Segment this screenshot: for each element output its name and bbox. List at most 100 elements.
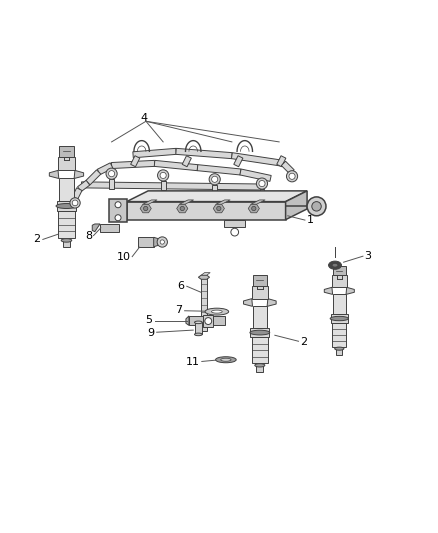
Polygon shape — [109, 179, 114, 189]
Polygon shape — [234, 156, 243, 167]
Polygon shape — [324, 287, 332, 294]
Text: 5: 5 — [145, 315, 152, 325]
Circle shape — [180, 206, 184, 211]
Polygon shape — [253, 275, 267, 286]
Polygon shape — [244, 298, 253, 306]
Polygon shape — [260, 189, 265, 199]
Circle shape — [157, 237, 167, 247]
Polygon shape — [267, 298, 276, 306]
Polygon shape — [197, 165, 241, 175]
Ellipse shape — [194, 321, 202, 324]
Polygon shape — [161, 181, 166, 190]
Polygon shape — [286, 191, 307, 220]
Polygon shape — [201, 277, 207, 331]
Polygon shape — [231, 152, 284, 166]
Polygon shape — [216, 200, 230, 204]
Circle shape — [212, 176, 218, 182]
Polygon shape — [59, 179, 74, 201]
Circle shape — [115, 215, 121, 221]
Text: 11: 11 — [186, 357, 200, 367]
Polygon shape — [86, 170, 101, 185]
Text: 7: 7 — [175, 305, 183, 316]
Ellipse shape — [250, 330, 270, 335]
Polygon shape — [212, 185, 217, 195]
Polygon shape — [180, 200, 194, 204]
Polygon shape — [213, 316, 226, 325]
Polygon shape — [131, 156, 140, 167]
Ellipse shape — [212, 310, 222, 313]
Polygon shape — [252, 286, 268, 298]
Polygon shape — [189, 316, 203, 325]
Ellipse shape — [194, 333, 202, 336]
Polygon shape — [277, 156, 286, 167]
Circle shape — [209, 174, 220, 185]
Polygon shape — [251, 328, 269, 337]
Polygon shape — [58, 211, 74, 238]
Polygon shape — [252, 337, 268, 363]
Polygon shape — [332, 276, 347, 287]
Ellipse shape — [332, 263, 338, 267]
Ellipse shape — [330, 317, 349, 321]
Text: 1: 1 — [307, 215, 314, 225]
Circle shape — [158, 170, 169, 181]
Polygon shape — [240, 169, 271, 181]
Polygon shape — [253, 306, 267, 328]
Polygon shape — [198, 275, 209, 279]
Ellipse shape — [328, 261, 342, 269]
Circle shape — [217, 206, 221, 211]
Polygon shape — [110, 199, 127, 222]
Polygon shape — [332, 294, 346, 314]
Text: 8: 8 — [85, 231, 92, 240]
Polygon shape — [186, 316, 189, 325]
Polygon shape — [92, 224, 100, 232]
Polygon shape — [257, 365, 263, 372]
Polygon shape — [59, 146, 74, 157]
Ellipse shape — [335, 347, 344, 350]
Polygon shape — [331, 314, 348, 323]
Polygon shape — [213, 204, 224, 213]
Polygon shape — [97, 163, 113, 175]
Polygon shape — [154, 237, 158, 247]
Polygon shape — [248, 204, 259, 213]
Text: 2: 2 — [34, 233, 41, 244]
Text: 4: 4 — [140, 114, 147, 123]
Circle shape — [231, 228, 239, 236]
Polygon shape — [332, 323, 346, 346]
Ellipse shape — [61, 239, 72, 242]
Polygon shape — [133, 148, 176, 158]
Polygon shape — [57, 201, 76, 211]
Circle shape — [205, 318, 212, 325]
Polygon shape — [336, 349, 343, 354]
Circle shape — [109, 171, 115, 177]
Text: 6: 6 — [178, 281, 185, 291]
Polygon shape — [81, 182, 262, 190]
Circle shape — [160, 172, 166, 179]
Ellipse shape — [215, 357, 236, 363]
Circle shape — [307, 197, 326, 216]
Text: 9: 9 — [148, 328, 155, 338]
Polygon shape — [281, 161, 294, 174]
Circle shape — [252, 206, 256, 211]
Polygon shape — [74, 171, 84, 179]
Ellipse shape — [221, 358, 231, 361]
Polygon shape — [138, 237, 154, 247]
Polygon shape — [182, 156, 191, 167]
Polygon shape — [143, 200, 157, 204]
Circle shape — [70, 198, 80, 208]
Polygon shape — [111, 160, 155, 168]
Circle shape — [256, 178, 268, 189]
Polygon shape — [127, 191, 307, 201]
Polygon shape — [333, 265, 346, 276]
Text: 10: 10 — [117, 252, 131, 262]
Polygon shape — [78, 180, 90, 191]
Polygon shape — [346, 287, 354, 294]
Polygon shape — [251, 200, 265, 204]
Polygon shape — [194, 322, 202, 334]
Polygon shape — [154, 160, 198, 171]
Polygon shape — [177, 204, 188, 213]
Text: 3: 3 — [364, 251, 371, 261]
Circle shape — [106, 168, 117, 179]
Polygon shape — [176, 148, 232, 159]
Ellipse shape — [255, 364, 265, 367]
Polygon shape — [140, 204, 151, 213]
